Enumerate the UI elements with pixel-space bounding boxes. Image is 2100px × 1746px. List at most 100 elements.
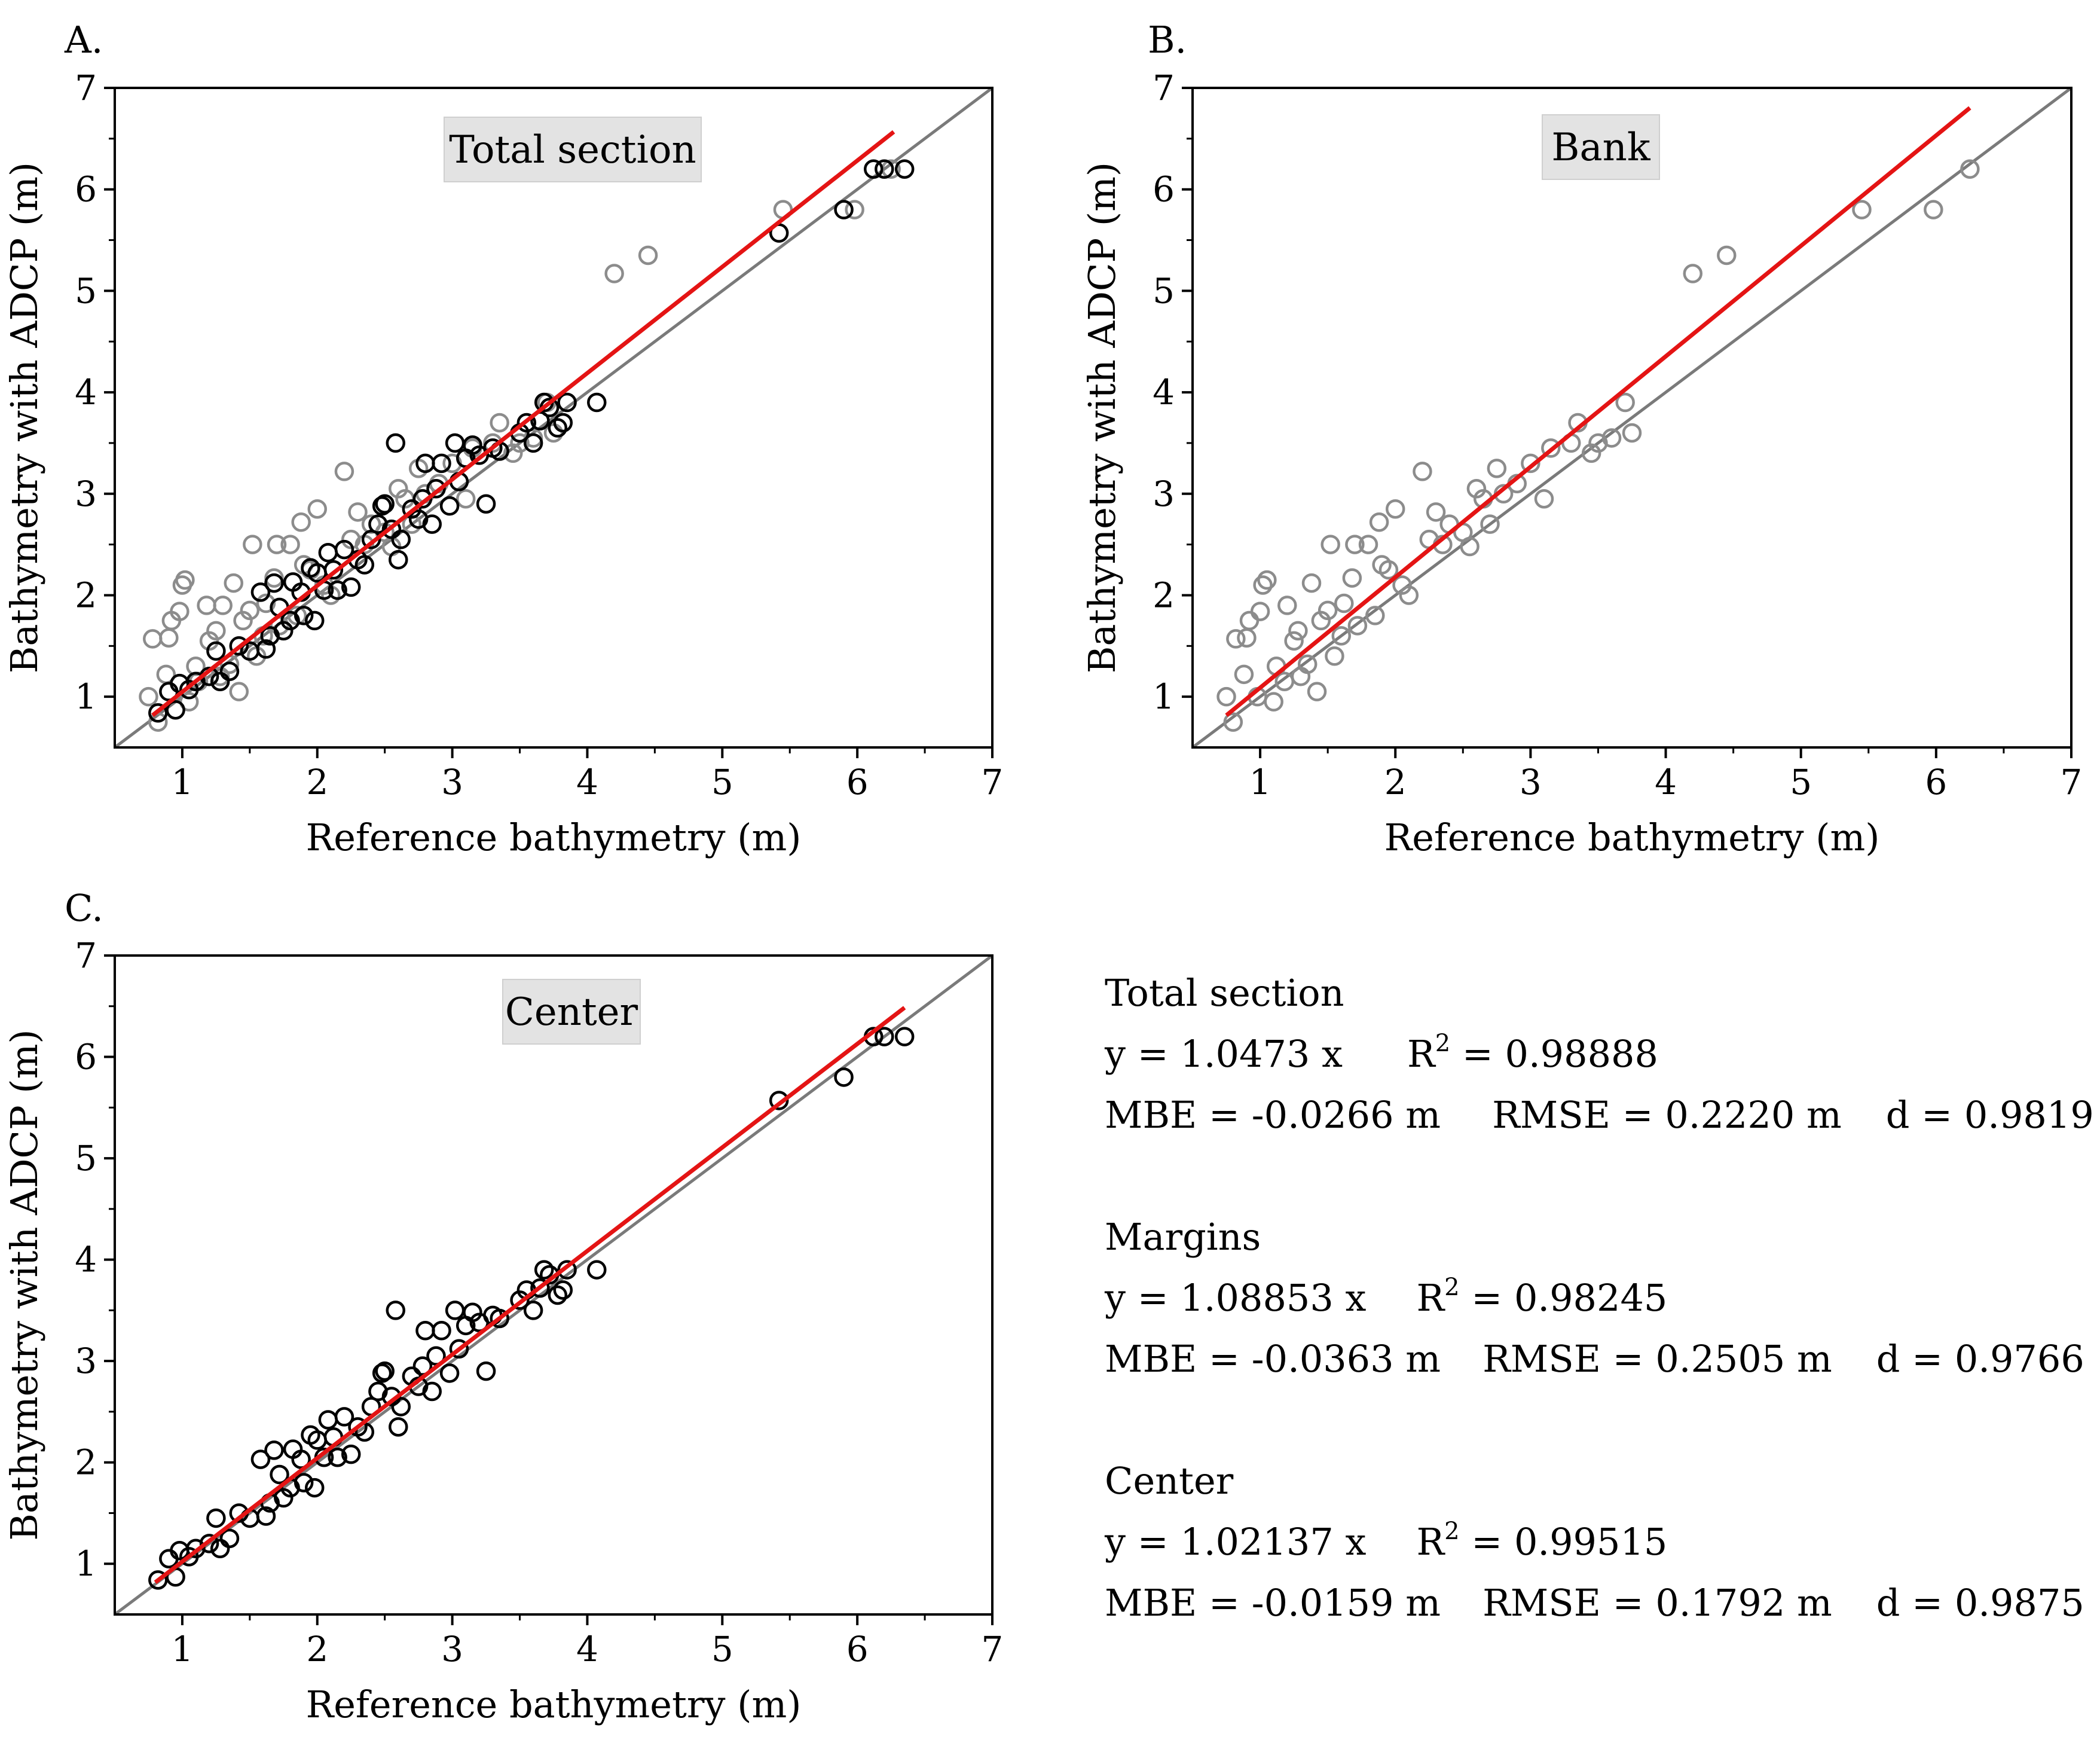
x-tick-label: 2 (1384, 762, 1407, 802)
y-axis-title: Bathymetry with ADCP (m) (2, 162, 46, 673)
data-point-center (256, 639, 276, 659)
data-point-margins (334, 462, 354, 481)
stats-center: Center y = 1.02137 x R2 = 0.99515 MBE = -… (1105, 1451, 2094, 1634)
x-tick-label: 4 (1655, 762, 1677, 802)
stats-center-title: Center (1105, 1459, 1234, 1503)
data-point-center (294, 1473, 314, 1492)
x-tick-label: 3 (441, 762, 463, 802)
data-point-center (206, 641, 226, 661)
y-tick-label: 2 (75, 575, 97, 615)
section-label-box (502, 979, 641, 1045)
data-point-margins (1392, 575, 1412, 595)
data-point-margins (170, 602, 189, 621)
data-point-center (250, 582, 271, 602)
data-point-center (270, 1464, 289, 1485)
data-point-center (328, 580, 347, 600)
data-point-margins (240, 600, 260, 621)
data-point-center (422, 1381, 442, 1402)
y-tick-label: 6 (75, 1037, 97, 1077)
data-point-margins (1358, 535, 1378, 554)
data-point-center (328, 1447, 347, 1467)
data-point-margins (1852, 200, 1872, 219)
stats-total-eq: y = 1.0473 x (1105, 1032, 1343, 1076)
stats-center-eq-row: y = 1.02137 x R2 = 0.99515 (1105, 1512, 2094, 1573)
data-point-center (490, 1308, 509, 1329)
y-tick-label: 7 (75, 68, 97, 108)
data-point-margins (1288, 621, 1308, 641)
stats-center-eq: y = 1.02137 x (1105, 1520, 1367, 1564)
plot-frame (114, 87, 994, 749)
x-tick-label: 6 (1925, 762, 1947, 802)
data-point-center (894, 159, 915, 179)
chart-panel-2: B. 1 2 3 4 5 6 7 1 2 3 4 5 6 7 Reference bathymetry (m)… (1080, 18, 2082, 859)
stats-total-mbe: MBE = -0.0266 m (1105, 1093, 1441, 1137)
data-point-center (229, 636, 249, 656)
data-point-center (389, 550, 408, 570)
stats-margins-r2-sup: 2 (1444, 1274, 1460, 1301)
data-point-margins (1378, 560, 1399, 580)
plot-frame (114, 954, 994, 1616)
data-point-margins (1601, 428, 1622, 448)
data-point-center (510, 1290, 530, 1310)
data-point-margins (1331, 626, 1352, 646)
stats-margins: Margins y = 1.08853 x R2 = 0.98245 MBE = … (1105, 1207, 2094, 1390)
data-point-center (553, 413, 573, 433)
data-point-margins (1487, 459, 1507, 478)
data-point-center (523, 433, 543, 453)
data-point-margins (1334, 593, 1354, 613)
identity-line (1191, 87, 2073, 749)
data-point-center (323, 560, 344, 580)
data-point-margins (1615, 392, 1635, 413)
section-label: Bank (1551, 126, 1650, 170)
data-point-margins (604, 264, 624, 283)
data-point-margins (1683, 264, 1703, 283)
data-point-margins (1277, 596, 1297, 615)
data-point-margins (1253, 575, 1273, 595)
panel-letter: A. (64, 18, 103, 62)
data-point-margins (1345, 535, 1365, 554)
x-tick-label: 2 (306, 762, 328, 802)
data-point-center (334, 1407, 354, 1427)
chart-panel-1: A. 1 2 3 4 5 6 7 1 2 3 4 5 6 7 Reference bathymetry (m)… (2, 18, 1003, 859)
data-point-center (219, 1528, 240, 1549)
data-point-center (264, 1440, 284, 1460)
data-point-margins (264, 568, 284, 588)
data-point-center (206, 1508, 226, 1528)
data-point-center (391, 529, 411, 550)
stats-total-r2-value: = 0.98888 (1450, 1032, 1658, 1076)
data-point-margins (1223, 712, 1243, 732)
data-point-margins (490, 413, 509, 433)
data-point-margins (1413, 462, 1432, 481)
data-point-margins (243, 535, 262, 554)
data-point-center (463, 435, 482, 455)
data-point-center (587, 392, 607, 413)
stats-margins-err-row: MBE = -0.0363 m RMSE = 0.2505 m d = 0.9766 (1105, 1329, 2094, 1390)
data-point-center (432, 453, 451, 474)
data-point-center (199, 1534, 219, 1553)
data-point-margins (1237, 628, 1257, 648)
x-axis-title: Reference bathymetry (m) (306, 1683, 802, 1726)
stats-center-d: d = 0.9875 (1876, 1581, 2084, 1625)
data-point-margins (224, 573, 243, 593)
data-point-margins (503, 443, 523, 463)
y-tick-label: 6 (75, 169, 97, 210)
stats-center-mbe: MBE = -0.0159 m (1105, 1581, 1441, 1625)
y-tick-label: 3 (75, 1341, 97, 1381)
data-point-margins (1226, 629, 1246, 649)
stats-total-title: Total section (1105, 971, 1344, 1015)
y-tick-label: 5 (75, 270, 97, 311)
data-point-center (553, 1280, 573, 1300)
stats-margins-d: d = 0.9766 (1876, 1337, 2084, 1381)
data-point-margins (1301, 573, 1322, 593)
data-point-margins (1234, 664, 1254, 685)
data-point-margins (307, 499, 328, 519)
data-point-margins (1239, 611, 1260, 631)
data-point-center (256, 1506, 276, 1526)
data-point-margins (199, 631, 219, 651)
data-point-center (375, 494, 395, 514)
data-point-center (318, 1410, 338, 1430)
data-point-margins (389, 479, 408, 499)
data-point-margins (148, 712, 168, 732)
data-point-center (386, 433, 406, 453)
